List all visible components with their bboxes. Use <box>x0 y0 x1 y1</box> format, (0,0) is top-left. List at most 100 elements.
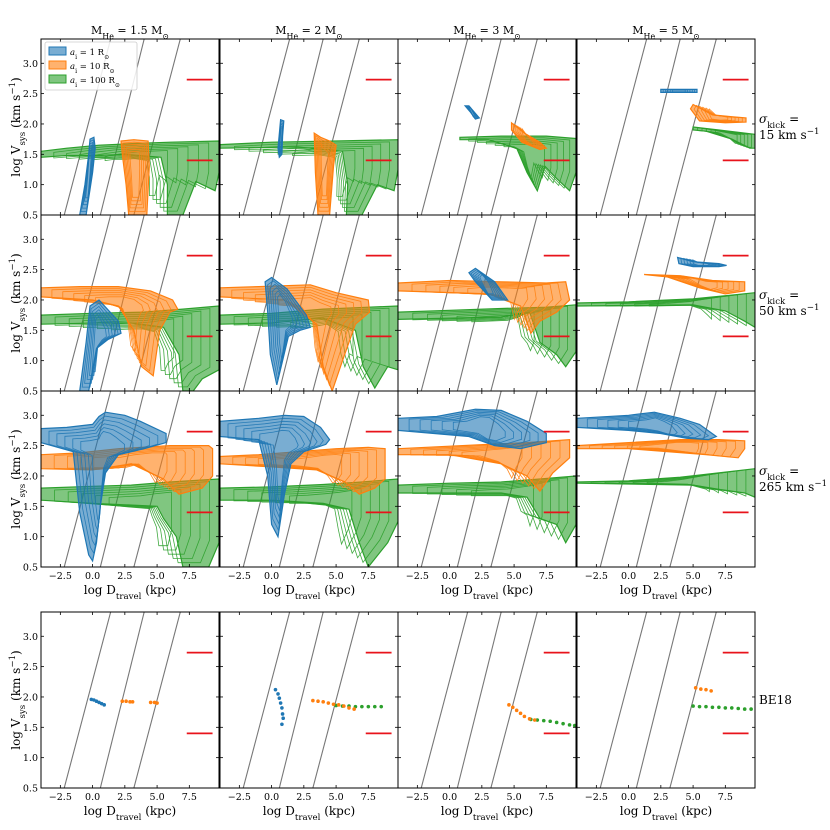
x-tick-label: 2.5 <box>296 571 311 582</box>
x-tick-label: −2.5 <box>228 792 251 803</box>
green-point <box>710 705 715 710</box>
blue-region-contour <box>468 107 475 117</box>
y-tick-label: 0.5 <box>23 784 38 795</box>
blue-region-contour <box>277 293 294 361</box>
y-tick-label: 3.0 <box>23 411 38 422</box>
x-axis-label: log Dtravel (kpc) <box>441 804 534 823</box>
x-axis-label: log Dtravel (kpc) <box>263 583 356 602</box>
y-axis-label: log Vsys (km s−1) <box>8 429 28 529</box>
panel-1-3 <box>576 214 756 392</box>
green-point <box>749 707 753 711</box>
green-region-contour <box>646 473 710 493</box>
panel-0-0: 0.5 1.0 1.5 2.0 2.5 3.0 log Vsys (km s−1) <box>8 38 220 222</box>
blue-region-contour <box>474 271 500 297</box>
x-tick-label: 2.5 <box>117 792 132 803</box>
green-point <box>541 718 546 723</box>
orange-region-contour <box>122 141 148 212</box>
blue-region-contour <box>617 416 686 437</box>
x-tick-label: 7.5 <box>361 792 376 803</box>
y-tick-label: 3.0 <box>23 235 38 246</box>
green-region-contour <box>234 141 390 212</box>
x-tick-label: 2.5 <box>653 571 668 582</box>
blue-region-contour <box>235 420 318 526</box>
green-region-contour <box>427 307 560 362</box>
panel-0-2 <box>397 38 577 216</box>
green-point <box>548 719 553 724</box>
green-region-contour <box>441 309 552 358</box>
blue-point <box>276 692 280 696</box>
y-tick-label: 2.0 <box>23 471 38 482</box>
x-tick-label: −2.5 <box>228 571 251 582</box>
x-tick-label: −2.5 <box>585 792 608 803</box>
panel-plot-area <box>63 612 213 788</box>
orange-point <box>532 718 537 722</box>
orange-point <box>316 699 320 704</box>
grey-reference-line <box>456 612 502 788</box>
y-tick-label: 1.5 <box>23 502 38 513</box>
green-point <box>723 706 728 710</box>
green-region-contour <box>648 297 712 320</box>
x-tick-label: 0.0 <box>85 792 100 803</box>
blue-region-contour <box>85 149 92 199</box>
orange-point <box>342 704 346 708</box>
y-tick-label: 1.0 <box>23 753 38 764</box>
panel-plot-area <box>398 391 576 567</box>
blue-region <box>468 267 509 301</box>
grey-reference-line <box>278 39 324 215</box>
orange-region-contour <box>125 146 145 205</box>
panel-plot-area <box>398 215 576 391</box>
green-region-contour <box>108 491 172 547</box>
blue-region-contour <box>597 414 702 439</box>
x-tick-label: 7.5 <box>182 571 197 582</box>
panel-plot-area <box>599 612 753 788</box>
panel-1-1 <box>219 214 399 392</box>
blue-point <box>278 701 283 705</box>
x-tick-label: 5.0 <box>686 571 701 582</box>
x-tick-label: 5.0 <box>329 571 344 582</box>
panel-1-0: 0.5 1.0 1.5 2.0 2.5 3.0 log Vsys (km s−1) <box>8 214 220 398</box>
panel-frame <box>40 390 220 568</box>
blue-point <box>280 722 284 727</box>
orange-point <box>128 700 132 704</box>
panel-plot-area <box>41 391 219 567</box>
grey-reference-line <box>420 612 469 788</box>
orange-region-contour <box>106 452 168 484</box>
panel-plot-area <box>242 612 392 788</box>
blue-region-contour <box>279 126 283 152</box>
orange-region-contour <box>278 297 332 363</box>
x-tick-label: 7.5 <box>361 571 376 582</box>
blue-point <box>280 706 284 710</box>
y-axis-label: log Vsys (km s−1) <box>8 77 28 177</box>
grey-reference-line <box>420 215 469 391</box>
green-point <box>360 704 364 709</box>
y-tick-label: 1.5 <box>23 150 38 161</box>
y-tick-label: 1.5 <box>23 326 38 337</box>
grey-reference-line <box>490 612 538 788</box>
panel-frame <box>219 611 399 789</box>
blue-region-contour <box>227 417 324 532</box>
panel-plot-area <box>41 215 219 391</box>
orange-region-contour <box>521 127 536 146</box>
legend-swatch <box>48 74 67 84</box>
panel-plot-area <box>577 391 755 567</box>
panel-plot-area <box>220 39 398 215</box>
panel-plot-area <box>577 215 755 391</box>
y-tick-label: 3.0 <box>23 632 38 643</box>
orange-point <box>693 686 698 690</box>
y-tick-label: 2.0 <box>23 692 38 703</box>
x-tick-label: 7.5 <box>718 792 733 803</box>
y-axis-label: log Vsys (km s−1) <box>8 650 28 750</box>
orange-region-contour <box>129 150 141 198</box>
orange-point <box>699 687 703 691</box>
panel-frame <box>576 390 756 568</box>
x-tick-label: −2.5 <box>585 571 608 582</box>
x-tick-label: 7.5 <box>718 571 733 582</box>
legend-swatch <box>48 46 67 56</box>
blue-region-contour <box>259 429 299 505</box>
orange-point <box>527 717 532 721</box>
blue-region-contour <box>84 305 116 384</box>
blue-region-contour <box>64 423 142 539</box>
x-tick-label: −2.5 <box>406 571 429 582</box>
blue-region-contour <box>479 273 494 295</box>
blue-region-contour <box>91 315 107 373</box>
